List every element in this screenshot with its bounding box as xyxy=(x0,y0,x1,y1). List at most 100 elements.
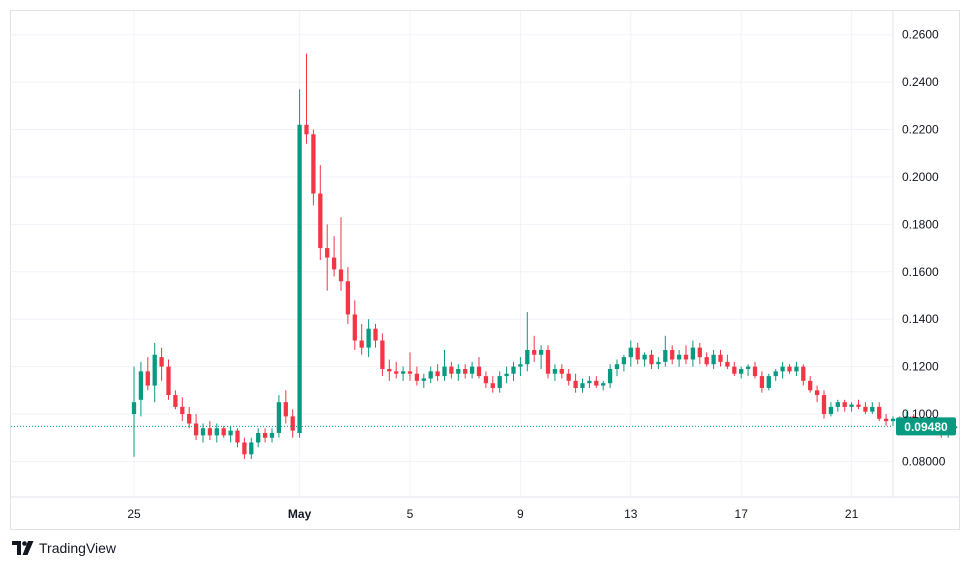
candle-body xyxy=(131,402,137,415)
candle xyxy=(745,364,751,377)
candle xyxy=(400,366,406,381)
candle xyxy=(821,390,827,419)
candle xyxy=(497,371,502,393)
candle xyxy=(442,350,447,381)
candle xyxy=(359,323,364,355)
candle xyxy=(276,395,282,438)
candle-body xyxy=(400,371,406,374)
candle xyxy=(787,364,792,374)
candle-body xyxy=(380,340,385,369)
candle xyxy=(642,352,647,367)
candle-body xyxy=(214,428,219,436)
candle xyxy=(676,350,682,367)
candle xyxy=(842,399,847,412)
x-tick-label: May xyxy=(288,507,312,521)
candle-body xyxy=(690,347,696,360)
candle-body xyxy=(739,368,744,374)
candle xyxy=(690,340,696,367)
candle xyxy=(552,364,558,381)
candle xyxy=(532,335,537,362)
candle xyxy=(193,414,199,441)
candle-body xyxy=(414,373,420,381)
candle-body xyxy=(187,414,192,424)
candle xyxy=(249,437,254,460)
candle xyxy=(476,357,482,379)
candle xyxy=(870,402,875,415)
candle xyxy=(214,423,219,443)
candle-body xyxy=(152,354,157,386)
y-tick-label: 0.2200 xyxy=(902,123,939,137)
candle xyxy=(131,366,137,457)
candle-body xyxy=(262,432,268,438)
y-tick-label: 0.2000 xyxy=(902,170,939,184)
candle-body xyxy=(863,406,868,412)
candle xyxy=(628,340,633,367)
candle xyxy=(890,416,896,426)
candle xyxy=(138,361,144,417)
candle xyxy=(601,380,606,391)
candle xyxy=(525,312,530,372)
candle-body xyxy=(476,366,482,377)
candle-body xyxy=(621,357,627,365)
y-axis[interactable]: 0.08000 0.1000 0.1200 0.1400 0.1600 0.1800 0.2… xyxy=(902,28,946,469)
candle-body xyxy=(849,404,854,407)
candle-body xyxy=(318,193,323,249)
candle-body xyxy=(752,366,758,377)
candle-body xyxy=(670,350,675,360)
y-tick-label: 0.1200 xyxy=(902,360,939,374)
candle-body xyxy=(193,423,199,436)
candle-body xyxy=(545,350,551,374)
candle-body xyxy=(311,134,316,194)
candle-body xyxy=(766,376,771,388)
candle-body xyxy=(221,428,226,436)
candle-body xyxy=(504,373,509,377)
candle-body xyxy=(235,430,240,443)
candle-body xyxy=(297,124,302,433)
candle xyxy=(732,361,737,377)
candle-body xyxy=(649,354,654,365)
last-price-label: 0.09480 xyxy=(904,420,948,434)
candle-body xyxy=(159,357,164,367)
candle-body xyxy=(780,366,785,372)
candle xyxy=(228,425,233,443)
candle xyxy=(814,385,820,403)
candle xyxy=(718,350,723,367)
candle xyxy=(166,359,171,400)
candle-body xyxy=(656,361,661,365)
y-tick-label: 0.08000 xyxy=(902,454,946,468)
candle-body xyxy=(821,395,827,415)
tradingview-brand[interactable]: TradingView xyxy=(12,540,116,556)
candle-body xyxy=(704,357,709,365)
candle-body xyxy=(352,314,357,341)
candle-body xyxy=(283,402,288,417)
candle-body xyxy=(138,371,144,400)
chart-frame xyxy=(10,10,960,530)
candle-body xyxy=(663,350,668,362)
y-tick-label: 0.2600 xyxy=(902,28,939,42)
candle-body xyxy=(856,404,861,407)
candle xyxy=(607,364,613,388)
candle-body xyxy=(566,373,571,381)
candle xyxy=(407,352,413,381)
candle-body xyxy=(497,376,502,388)
candle xyxy=(463,364,468,379)
candle-body xyxy=(511,366,516,374)
candle xyxy=(173,390,178,410)
candle xyxy=(566,368,571,386)
candle-body xyxy=(601,383,606,386)
x-axis[interactable]: 25 May 5 9 13 17 21 xyxy=(127,507,858,521)
candle-body xyxy=(870,406,875,412)
candle-body xyxy=(166,366,171,396)
candle xyxy=(835,399,840,412)
candle xyxy=(311,129,316,206)
candle-body xyxy=(697,347,702,358)
candle-layer xyxy=(131,53,958,460)
candle xyxy=(490,376,495,393)
x-tick-label: 21 xyxy=(845,507,859,521)
candle-body xyxy=(573,380,578,388)
candle-body xyxy=(207,428,213,436)
candle xyxy=(483,371,489,388)
last-price-badge xyxy=(896,417,956,436)
candle-body xyxy=(387,368,392,372)
